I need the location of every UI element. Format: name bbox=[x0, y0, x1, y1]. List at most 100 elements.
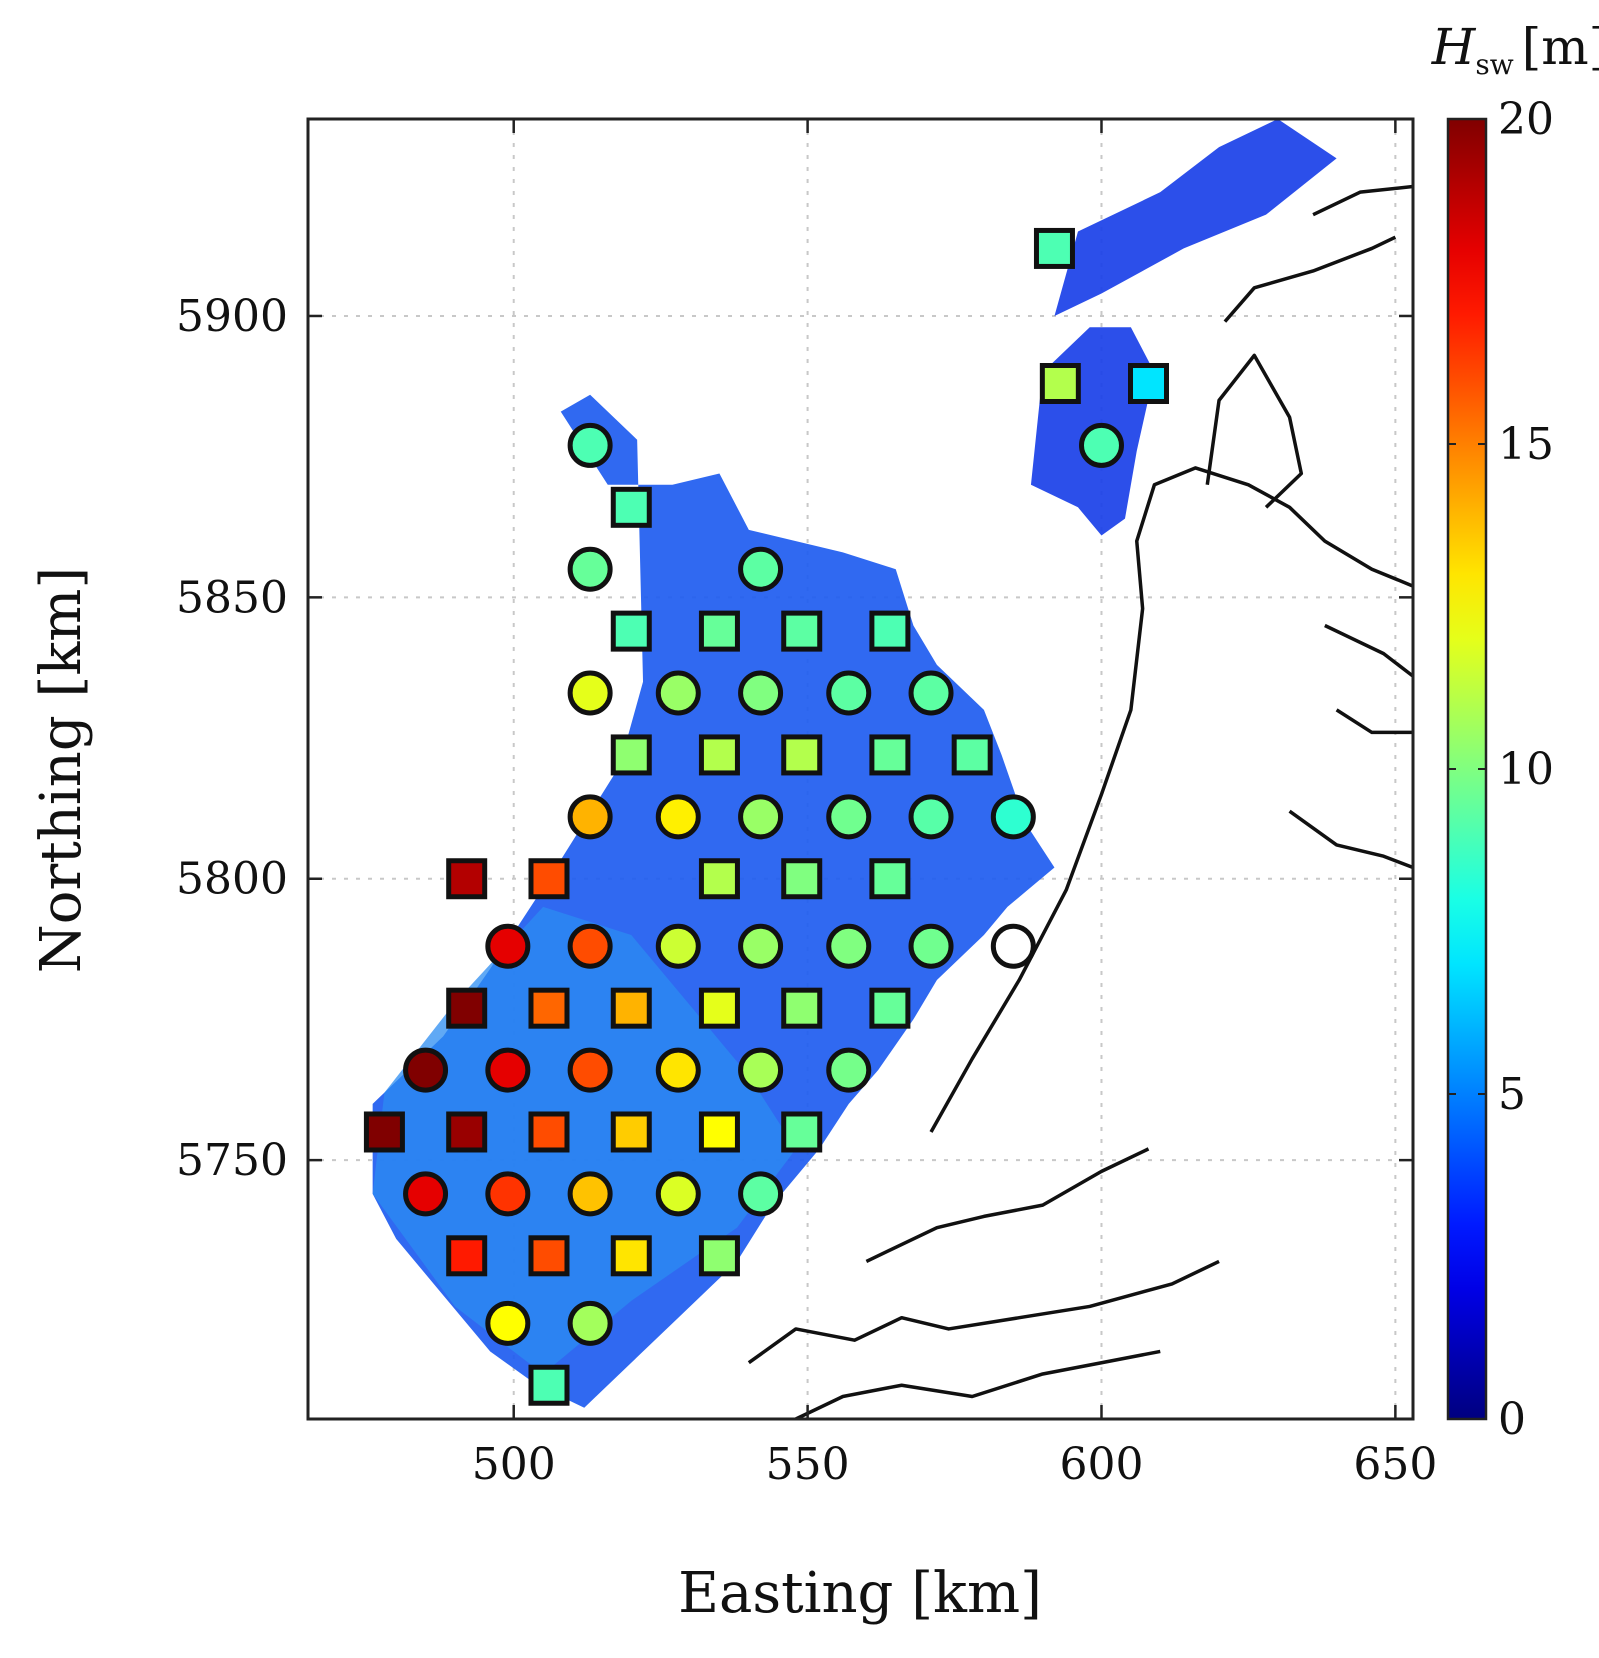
colorbar-title-subscript: sw bbox=[1475, 48, 1513, 81]
colorbar-tick-label: 10 bbox=[1498, 744, 1554, 795]
square-marker bbox=[610, 1111, 652, 1153]
coastline-segment bbox=[865, 1147, 1150, 1264]
square-marker bbox=[869, 987, 911, 1029]
square-marker bbox=[698, 1111, 740, 1153]
colorbar-tick-label: 0 bbox=[1498, 1394, 1526, 1445]
square-marker bbox=[698, 1235, 740, 1277]
square-marker bbox=[446, 987, 488, 1029]
square-marker bbox=[781, 987, 823, 1029]
circle-marker bbox=[403, 1171, 449, 1217]
square-marker bbox=[446, 1111, 488, 1153]
y-tick-label: 5900 bbox=[176, 291, 288, 342]
wave-field-region bbox=[1054, 119, 1337, 316]
x-tick-label: 550 bbox=[766, 1439, 850, 1490]
square-marker bbox=[1039, 363, 1081, 405]
square-marker bbox=[869, 858, 911, 900]
circle-marker bbox=[990, 923, 1036, 969]
square-marker bbox=[698, 987, 740, 1029]
circle-marker bbox=[655, 794, 701, 840]
x-axis-title: Easting [km] bbox=[678, 1561, 1042, 1626]
square-marker bbox=[698, 610, 740, 652]
square-marker bbox=[698, 734, 740, 776]
circle-marker bbox=[567, 422, 613, 468]
coastline-segment bbox=[1223, 235, 1397, 323]
square-marker bbox=[610, 486, 652, 528]
square-marker bbox=[446, 1235, 488, 1277]
square-marker bbox=[698, 858, 740, 900]
circle-marker bbox=[738, 1171, 784, 1217]
square-marker bbox=[781, 610, 823, 652]
circle-marker bbox=[485, 1047, 531, 1093]
circle-marker bbox=[990, 794, 1036, 840]
coastline-segment bbox=[1288, 809, 1413, 870]
circle-marker bbox=[738, 923, 784, 969]
coastline-segment bbox=[747, 1259, 1220, 1365]
square-marker bbox=[951, 734, 993, 776]
circle-marker bbox=[567, 794, 613, 840]
axis-ticks: 500 550 600 650 5750 5800 5850 5900 bbox=[176, 119, 1437, 1490]
circle-marker bbox=[908, 923, 954, 969]
coastline-segment bbox=[1335, 708, 1413, 735]
y-tick-label: 5800 bbox=[176, 854, 288, 905]
circle-marker bbox=[567, 1300, 613, 1346]
circle-marker bbox=[655, 1047, 701, 1093]
circle-marker bbox=[738, 1047, 784, 1093]
circle-marker bbox=[567, 670, 613, 716]
coastline-segment bbox=[1312, 184, 1413, 217]
circle-marker bbox=[567, 1047, 613, 1093]
x-tick-label: 600 bbox=[1059, 1439, 1143, 1490]
y-tick-label: 5850 bbox=[176, 572, 288, 623]
circle-marker bbox=[485, 1171, 531, 1217]
circle-marker bbox=[403, 1047, 449, 1093]
circle-marker bbox=[908, 794, 954, 840]
circle-marker bbox=[567, 546, 613, 592]
circle-marker bbox=[655, 670, 701, 716]
square-marker bbox=[528, 1111, 570, 1153]
coastline-segment bbox=[1205, 353, 1304, 509]
circle-marker bbox=[485, 1300, 531, 1346]
marker-layer bbox=[363, 227, 1170, 1406]
x-tick-label: 650 bbox=[1353, 1439, 1437, 1490]
square-marker bbox=[528, 858, 570, 900]
circle-marker bbox=[485, 923, 531, 969]
square-marker bbox=[781, 1111, 823, 1153]
square-marker bbox=[528, 1235, 570, 1277]
circle-marker bbox=[738, 670, 784, 716]
square-marker bbox=[528, 1364, 570, 1406]
axes-frame bbox=[306, 117, 1415, 1421]
square-marker bbox=[869, 610, 911, 652]
square-marker bbox=[610, 610, 652, 652]
circle-marker bbox=[738, 794, 784, 840]
colorbar-title: Hsw [m] bbox=[1431, 18, 1599, 81]
circle-marker bbox=[567, 1171, 613, 1217]
coastline-segment bbox=[795, 1349, 1161, 1419]
circle-marker bbox=[826, 923, 872, 969]
y-axis-title: Northing [km] bbox=[29, 567, 94, 973]
circle-marker bbox=[826, 1047, 872, 1093]
square-marker bbox=[610, 1235, 652, 1277]
colorbar-ticks: 0 5 10 15 20 bbox=[1448, 94, 1554, 1445]
square-marker bbox=[1128, 363, 1170, 405]
x-tick-label: 500 bbox=[472, 1439, 556, 1490]
square-marker bbox=[781, 858, 823, 900]
circle-marker bbox=[826, 670, 872, 716]
square-marker bbox=[1033, 227, 1075, 269]
square-marker bbox=[869, 734, 911, 776]
circle-marker bbox=[655, 1171, 701, 1217]
square-marker bbox=[528, 987, 570, 1029]
colorbar-title-symbol: H bbox=[1431, 18, 1477, 76]
colorbar-tick-label: 15 bbox=[1498, 419, 1554, 470]
y-tick-label: 5750 bbox=[176, 1135, 288, 1186]
circle-marker bbox=[908, 670, 954, 716]
colorbar-tick-label: 20 bbox=[1498, 94, 1554, 145]
coastline-segment bbox=[1324, 623, 1413, 678]
circle-marker bbox=[655, 923, 701, 969]
colorbar-tick-label: 5 bbox=[1498, 1069, 1526, 1120]
circle-marker bbox=[567, 923, 613, 969]
square-marker bbox=[446, 858, 488, 900]
square-marker bbox=[781, 734, 823, 776]
colorbar-title-unit: [m] bbox=[1522, 18, 1599, 76]
square-marker bbox=[363, 1111, 405, 1153]
circle-marker bbox=[738, 546, 784, 592]
